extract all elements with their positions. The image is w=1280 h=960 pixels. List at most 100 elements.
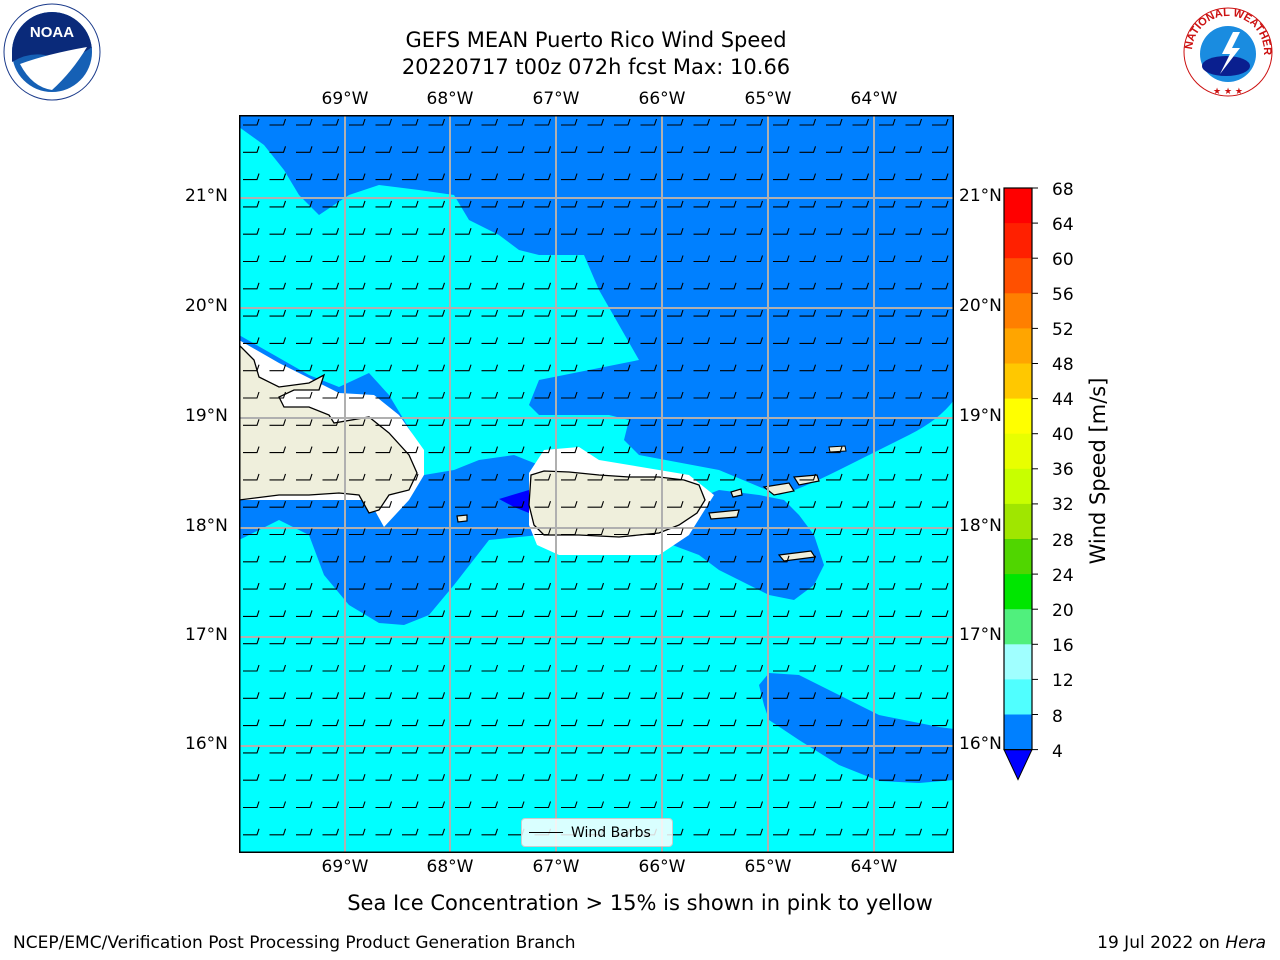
wind-barb xyxy=(269,719,287,727)
wind-barb xyxy=(322,746,340,754)
wind-barb xyxy=(905,309,923,317)
wind-barb xyxy=(773,391,790,399)
wind-barb xyxy=(322,774,340,781)
wind-barb xyxy=(243,501,260,508)
wind-barb xyxy=(508,528,525,536)
wind-barb xyxy=(587,746,605,754)
wind-barb xyxy=(296,582,313,590)
wind-barb xyxy=(799,419,817,426)
wind-barb xyxy=(905,337,923,344)
wind-barb xyxy=(799,309,817,317)
wind-barb xyxy=(879,391,896,399)
wind-barb xyxy=(481,610,499,617)
wind-barb xyxy=(879,528,896,536)
wind-barb xyxy=(614,282,631,290)
wind-barb xyxy=(614,200,631,208)
wind-barb xyxy=(932,528,949,536)
wind-barb xyxy=(905,473,923,481)
wind-barb xyxy=(375,692,393,699)
wind-barb xyxy=(879,801,896,809)
wind-barb xyxy=(534,746,552,754)
wind-barb xyxy=(561,146,578,153)
wind-barb xyxy=(746,555,764,563)
wind-barb xyxy=(375,828,393,836)
wind-barb xyxy=(375,582,393,590)
wind-barb xyxy=(587,719,605,727)
wind-barb xyxy=(746,337,764,344)
lat-label-right: 19°N xyxy=(959,406,1002,426)
lon-label-top: 64°W xyxy=(850,89,898,109)
wind-barb xyxy=(667,446,684,454)
wind-barb xyxy=(508,146,525,153)
wind-barb xyxy=(269,364,287,372)
wind-barb xyxy=(481,228,499,235)
wind-barb xyxy=(481,582,499,590)
wind-barb xyxy=(349,582,366,590)
wind-barb xyxy=(402,746,419,754)
wind-barb xyxy=(349,801,366,809)
wind-barb xyxy=(773,664,790,672)
wind-barb xyxy=(455,118,472,126)
wind-barb xyxy=(773,118,790,126)
wind-barb xyxy=(243,337,260,344)
wind-barb xyxy=(243,746,260,754)
wind-barb xyxy=(322,801,340,809)
wind-barb xyxy=(508,473,525,481)
wind-barb xyxy=(349,719,366,727)
wind-barb xyxy=(640,309,658,317)
wind-barb xyxy=(534,200,552,208)
wind-barb xyxy=(799,774,817,781)
wind-barb xyxy=(402,692,419,699)
wind-barb xyxy=(481,801,499,809)
wind-barb xyxy=(879,746,896,754)
wind-barb xyxy=(349,146,366,153)
wind-barb xyxy=(614,746,631,754)
wind-barb xyxy=(746,774,764,781)
wind-barb xyxy=(269,473,287,481)
wind-barb xyxy=(269,828,287,836)
wind-barb xyxy=(428,692,446,699)
wind-barb xyxy=(667,555,684,563)
wind-barb xyxy=(746,228,764,235)
wind-barb xyxy=(932,364,949,372)
wind-barb xyxy=(826,419,843,426)
wind-barb xyxy=(773,719,790,727)
wind-barb xyxy=(852,610,870,617)
wind-barb xyxy=(879,255,896,263)
wind-barb xyxy=(826,582,843,590)
wind-barb xyxy=(799,200,817,208)
wind-barb xyxy=(508,446,525,454)
wind-barb xyxy=(322,364,340,372)
wind-barb xyxy=(746,582,764,590)
wind-barb xyxy=(852,828,870,836)
wind-barb xyxy=(720,419,737,426)
wind-barb xyxy=(534,719,552,727)
wind-barb xyxy=(402,501,419,508)
wind-barb xyxy=(402,582,419,590)
wind-barb xyxy=(455,664,472,672)
wind-barb xyxy=(640,228,658,235)
wind-barb xyxy=(905,200,923,208)
wind-barb xyxy=(614,446,631,454)
wind-barb xyxy=(879,473,896,481)
wind-barb xyxy=(428,473,446,481)
wind-barb xyxy=(773,200,790,208)
wind-barb xyxy=(402,419,419,426)
wind-barb xyxy=(428,582,446,590)
wind-barb xyxy=(826,473,843,481)
wind-barb xyxy=(667,637,684,645)
wind-barb xyxy=(667,200,684,208)
wind-barb xyxy=(799,255,817,263)
wind-barb xyxy=(349,255,366,263)
wind-barb xyxy=(932,801,949,809)
noaa-logo: NOAA xyxy=(3,3,101,101)
wind-barb xyxy=(534,173,552,181)
wind-barb xyxy=(826,228,843,235)
wind-barb xyxy=(932,419,949,426)
wind-barb xyxy=(269,637,287,645)
wind-barb xyxy=(561,501,578,508)
wind-barb xyxy=(561,364,578,372)
wind-barb xyxy=(269,746,287,754)
wind-barb xyxy=(534,282,552,290)
colorbar-segment xyxy=(1004,398,1032,435)
